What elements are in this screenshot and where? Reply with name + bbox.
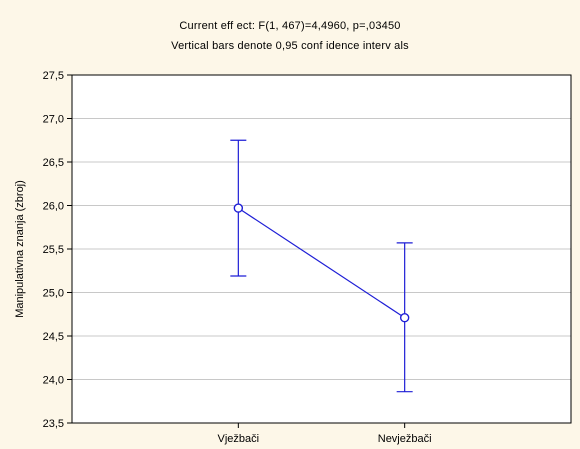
data-point [233,203,244,213]
chart-subtitle: Vertical bars denote 0,95 conf idence in… [171,40,409,52]
x-tick-label: Nevježbači [378,433,432,445]
series-group [230,139,413,393]
y-tick-label: 24,0 [43,375,64,387]
y-tick-label: 26,5 [43,157,64,169]
data-point [399,313,410,323]
grid-lines [72,118,571,380]
y-tick-label: 23,5 [43,418,64,430]
chart-title: Current eff ect: F(1, 467)=4,4960, p=,03… [179,20,401,32]
y-tick-label: 26,0 [43,201,64,213]
y-tick-label: 25,0 [43,288,64,300]
y-tick-label: 24,5 [43,331,64,343]
y-tick-label: 27,0 [43,114,64,126]
series-line [238,207,405,319]
plot-frame [71,74,572,424]
x-tick-label: Vježbači [218,433,260,445]
y-tick-label: 27,5 [43,70,64,82]
x-axis-ticks: Vježbači Nevježbači [218,423,432,445]
y-axis-label: Manipulativna znanja (zbroj) [14,180,26,318]
y-tick-label: 25,5 [43,244,64,256]
y-axis-ticks: 23,5 24,0 24,5 25,0 25,5 26,0 26,5 27,0 27,5 [43,70,72,430]
